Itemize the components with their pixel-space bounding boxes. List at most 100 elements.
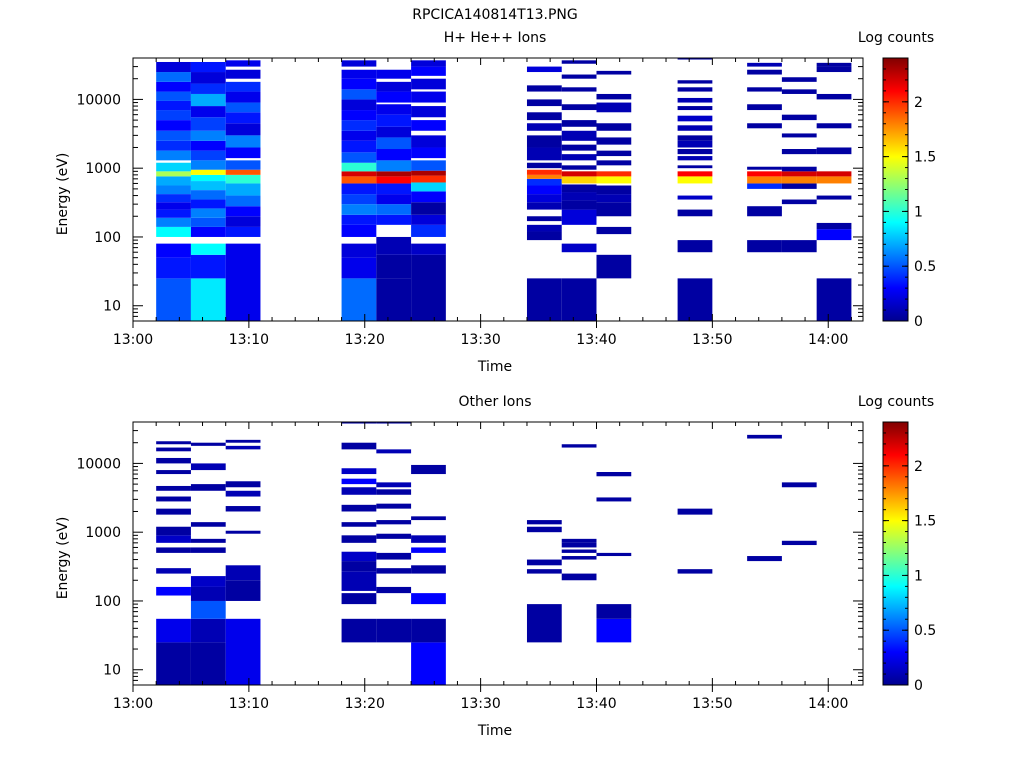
heatmap-cell xyxy=(411,135,446,148)
heatmap-cell xyxy=(677,171,713,177)
heatmap-cell xyxy=(677,87,713,92)
heatmap-cell xyxy=(225,102,261,113)
heatmap-cell xyxy=(411,66,446,76)
heatmap-cell xyxy=(561,74,597,79)
heatmap-cell xyxy=(156,457,191,464)
heatmap-cell xyxy=(225,69,261,79)
heatmap-cell xyxy=(677,140,713,148)
heatmap-cell xyxy=(781,166,817,172)
colorbar-tick-label: 0 xyxy=(914,678,923,694)
heatmap-cell xyxy=(156,209,191,218)
heatmap-cell xyxy=(781,183,817,189)
heatmap-cell xyxy=(677,176,713,184)
heatmap-cell xyxy=(816,278,852,321)
heatmap-cell xyxy=(596,497,632,502)
colorbar-tick-label: 2 xyxy=(914,459,923,475)
heatmap-cell xyxy=(816,62,852,67)
heatmap-cell xyxy=(781,171,817,177)
heatmap-cell xyxy=(376,183,412,195)
heatmap-cell xyxy=(561,200,597,210)
heatmap-cell xyxy=(376,171,412,177)
heatmap-cell xyxy=(411,254,446,321)
heatmap-cell xyxy=(816,195,852,200)
x-tick-label: 14:00 xyxy=(808,332,848,348)
heatmap-cell xyxy=(747,87,782,92)
heatmap-cell xyxy=(781,540,817,546)
panel-title: H+ He++ Ions xyxy=(444,30,547,46)
colorbar: 0 0.5 1 1.5 2 xyxy=(882,421,936,694)
heatmap-cell xyxy=(376,91,412,103)
heatmap-cell xyxy=(526,224,562,232)
colorbar-tick-label: 0.5 xyxy=(914,623,936,639)
heatmap-cell xyxy=(561,144,597,151)
y-axis-label: Energy (eV) xyxy=(55,517,71,600)
heatmap-cell xyxy=(596,552,632,557)
heatmap-cell xyxy=(156,496,191,502)
heatmap-cell xyxy=(411,547,446,553)
heatmap-cell xyxy=(411,60,446,67)
heatmap-cell xyxy=(156,110,191,121)
heatmap-cell xyxy=(561,192,597,201)
heatmap-cell xyxy=(561,176,597,184)
heatmap-cell xyxy=(190,83,226,94)
heatmap-cell xyxy=(411,224,446,237)
heatmap-cell xyxy=(190,130,226,141)
heatmap-cell xyxy=(190,226,226,237)
heatmap-cell xyxy=(225,481,261,488)
heatmap-cell xyxy=(781,240,817,253)
heatmap-cell xyxy=(561,243,597,253)
heatmap-cell xyxy=(526,185,562,195)
heatmap-cell xyxy=(747,434,782,439)
heatmap-cell xyxy=(190,600,226,619)
x-tick-label: 13:10 xyxy=(229,696,269,712)
heatmap-cell xyxy=(561,130,597,141)
heatmap-cell xyxy=(225,91,261,103)
y-tick-label: 1000 xyxy=(85,161,121,177)
heatmap-cell xyxy=(341,593,377,605)
heatmap-cell xyxy=(376,278,412,321)
heatmap-cell xyxy=(341,243,377,258)
heatmap-cell xyxy=(190,72,226,84)
heatmap-cell xyxy=(376,160,412,172)
heatmap-cell xyxy=(225,565,261,581)
heatmap-cell xyxy=(747,556,782,562)
colorbar-tick-label: 0 xyxy=(914,314,923,330)
heatmap-cell xyxy=(677,508,713,515)
heatmap-cell xyxy=(526,604,562,643)
heatmap-cell xyxy=(190,199,226,209)
heatmap-cell xyxy=(596,185,632,195)
heatmap-cell xyxy=(781,199,817,205)
heatmap-cell xyxy=(376,194,412,205)
heatmap-cell xyxy=(526,202,562,210)
heatmap-cell xyxy=(156,120,191,131)
heatmap-cell xyxy=(411,78,446,90)
heatmap-cell xyxy=(411,160,446,171)
heatmap-cell xyxy=(596,137,632,145)
heatmap-cell xyxy=(225,490,261,497)
heatmap-cell xyxy=(411,214,446,225)
heatmap-cell xyxy=(747,240,782,253)
x-tick-label: 13:00 xyxy=(113,696,153,712)
heatmap-cell xyxy=(156,568,191,574)
heatmap-cell xyxy=(156,150,191,161)
heatmap-cell xyxy=(341,561,377,572)
heatmap-cell xyxy=(526,147,562,161)
heatmap-cell xyxy=(341,69,377,79)
heatmap-cell xyxy=(677,240,713,253)
heatmap-cell xyxy=(411,464,446,475)
heatmap-cell xyxy=(411,106,446,118)
heatmap-cell xyxy=(747,183,782,189)
heatmap-cell xyxy=(156,140,191,151)
heatmap-cell xyxy=(526,216,562,222)
heatmap-cell xyxy=(341,618,377,643)
y-tick-label: 100 xyxy=(94,594,121,610)
heatmap-cell xyxy=(156,485,191,491)
heatmap-cell xyxy=(190,93,226,107)
panel-h-he-ions: H+ He++ Ions Log counts 13:00 13:10 13:20 1… xyxy=(55,30,936,375)
heatmap-cell xyxy=(596,202,632,217)
figure-title: RPCICA140814T13.PNG xyxy=(412,7,577,23)
heatmap-cell xyxy=(156,447,191,452)
heatmap-cell xyxy=(781,114,817,121)
heatmap-cell xyxy=(190,442,226,446)
heatmap-cell xyxy=(561,542,597,548)
